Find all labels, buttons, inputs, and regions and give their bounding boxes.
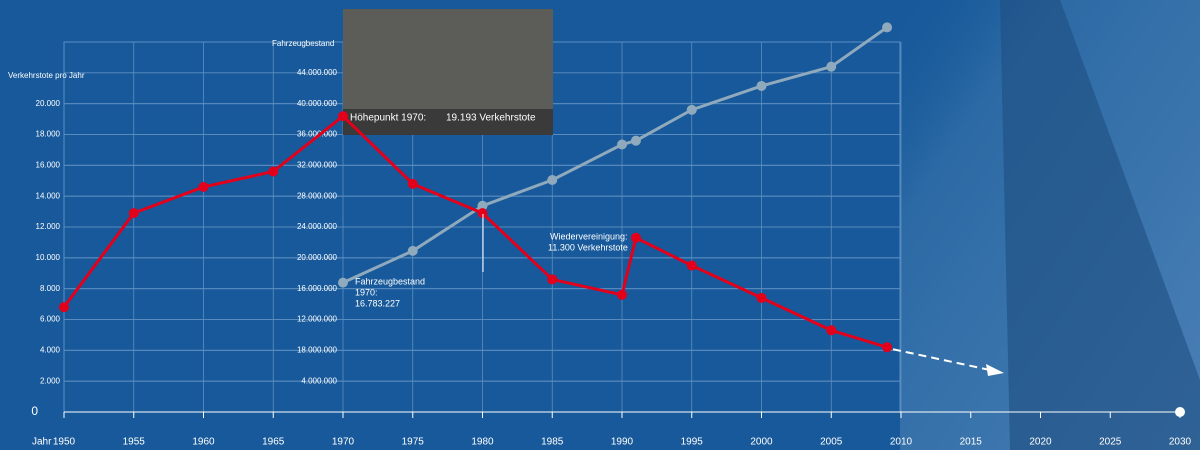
x-tick-label: 2000 [750,437,773,448]
data-point [687,261,697,271]
x-tick-label: 1970 [332,437,355,448]
x-tick-label: 1995 [681,437,704,448]
chart: Verkehrstote pro Jahr Fahrzeugbestand Ja… [0,0,1200,450]
x-tick-label: 2005 [820,437,843,448]
y-tick-label: 8.000 [40,284,61,293]
data-point [617,140,627,150]
y2-tick-label: 16.000.000 [297,284,338,293]
x-tick-label: 1985 [541,437,564,448]
data-point [408,246,418,256]
data-point [826,62,836,72]
y-tick-label: 10.000 [36,253,61,262]
data-point [882,342,892,352]
annotation: Fahrzeugbestand [355,276,425,286]
x-tick-label: 1955 [123,437,146,448]
data-point [408,179,418,189]
x-tick-label: 1975 [402,437,425,448]
annotation: Wiedervereinigung: [550,231,628,241]
data-point [338,278,348,288]
data-point [687,105,697,115]
page: {"chart_data": {"type": "line", "ylabel"… [0,0,1200,450]
data-point [199,182,209,192]
annotation: Höhepunkt 1970: [350,113,426,124]
y2-tick-label: 32.000.000 [297,160,338,169]
data-point [826,325,836,335]
data-point [631,233,641,243]
annotation: 11.300 Verkehrstote [548,242,628,252]
y2-axis-label: Fahrzeugbestand [272,39,334,48]
data-point [129,208,139,218]
x-tick-label: 2025 [1099,437,1122,448]
x-tick-label: 2015 [960,437,983,448]
data-point [617,290,627,300]
x-tick-label: 2020 [1029,437,1052,448]
y2-tick-label: 40.000.000 [297,99,338,108]
y2-tick-label: 24.000.000 [297,222,338,231]
series-line [64,116,887,347]
photo-image [343,9,553,109]
annotation: 19.193 Verkehrstote [446,113,536,124]
data-point [882,22,892,32]
x-tick-label: 1990 [611,437,634,448]
y-tick-label: 20.000 [36,99,61,108]
y-tick-label: 18.000 [36,130,61,139]
y-tick-label: 6.000 [40,315,61,324]
data-point [547,175,557,185]
y-tick-label: 2.000 [40,376,61,385]
data-point [757,81,767,91]
y-tick-label: 12.000 [36,222,61,231]
data-point [547,274,557,284]
data-point [59,302,69,312]
y-tick-label: 14.000 [36,191,61,200]
y-tick-label: 0 [31,404,38,418]
x-tick-label: 2010 [890,437,913,448]
y-tick-label: 4.000 [40,345,61,354]
annotation: 16.783.227 [355,298,400,308]
y2-tick-label: 28.000.000 [297,191,338,200]
y-axis-label: Verkehrstote pro Jahr [8,71,85,80]
y2-tick-label: 44.000.000 [297,68,338,77]
y2-tick-label: 18.000.000 [297,345,338,354]
x-tick-label: 1950 [53,437,76,448]
y2-tick-label: 12.000.000 [297,315,338,324]
data-point [268,167,278,177]
x-tick-label: 2030 [1169,437,1192,448]
x-axis-label: Jahr [32,437,52,448]
data-point [757,293,767,303]
x-tick-label: 1960 [192,437,215,448]
y2-tick-label: 20.000.000 [297,253,338,262]
y-tick-label: 16.000 [36,160,61,169]
annotation: 1970: [355,287,378,297]
x-tick-label: 1980 [471,437,494,448]
y2-tick-label: 4.000.000 [301,376,337,385]
x-tick-label: 1965 [262,437,285,448]
data-point [338,111,348,121]
data-point [631,136,641,146]
